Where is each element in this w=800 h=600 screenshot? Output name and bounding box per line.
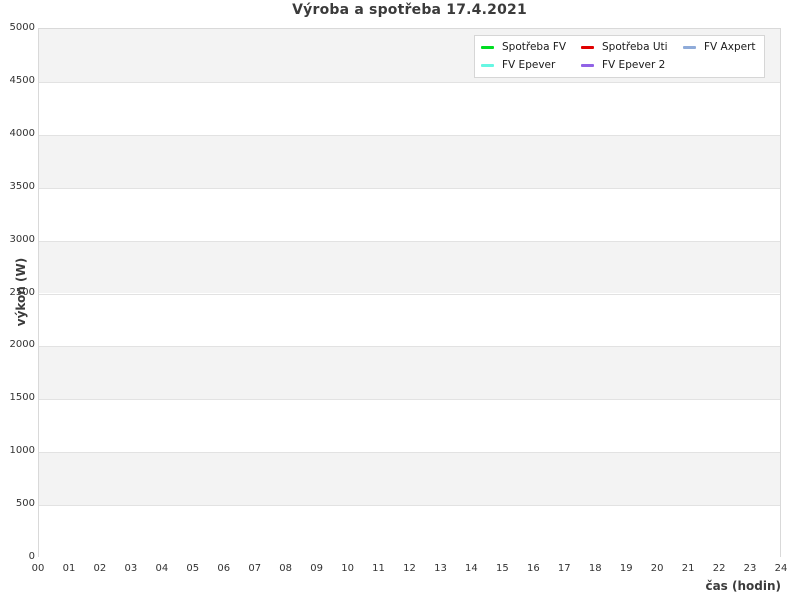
x-tick-label: 00 — [31, 563, 45, 574]
x-axis-ticks: 00 01 02 03 04 05 06 07 08 09 10 11 12 13 14 15 16 17 18 19… — [32, 557, 788, 577]
legend-label: FV Epever 2 — [602, 59, 666, 71]
x-tick-label: 20 — [650, 563, 664, 574]
x-tick-label: 22 — [712, 563, 726, 574]
x-tick-label: 23 — [743, 563, 757, 574]
grid-band — [39, 134, 780, 188]
grid-band — [39, 452, 780, 506]
x-tick-label: 04 — [155, 563, 169, 574]
legend-swatch — [481, 46, 494, 49]
x-tick-label: 03 — [124, 563, 138, 574]
x-tick-label: 01 — [62, 563, 76, 574]
y-tick-label: 500 — [15, 498, 35, 510]
x-tick-label: 24 — [774, 563, 788, 574]
y-tick-label: 2000 — [9, 339, 35, 351]
y-tick-label: 0 — [28, 551, 35, 562]
x-tick-label: 18 — [588, 563, 602, 574]
gridline — [39, 81, 780, 83]
x-tick-label: 13 — [434, 563, 447, 574]
legend-swatch — [581, 46, 594, 49]
x-tick-label: 14 — [465, 563, 478, 574]
grid-band — [39, 187, 780, 241]
chart-title: Výroba a spotřeba 17.4.2021 — [292, 2, 527, 18]
grid-band — [39, 81, 780, 135]
x-tick-label: 17 — [557, 563, 571, 574]
gridline — [39, 293, 780, 295]
x-tick-label: 06 — [217, 563, 231, 574]
y-tick-label: 1000 — [9, 445, 35, 457]
legend: Spotřeba FV Spotřeba Uti FV Axpert FV Epeve… — [474, 35, 765, 78]
legend-item: Spotřeba Uti — [581, 41, 683, 54]
grid-band — [39, 505, 780, 558]
x-axis-label: čas (hodin) — [705, 579, 781, 593]
legend-swatch — [581, 64, 594, 67]
grid-band — [39, 293, 780, 347]
x-tick-label: 10 — [341, 563, 354, 574]
grid-band — [39, 346, 780, 400]
x-tick-label: 09 — [310, 563, 323, 574]
legend-item: Spotřeba FV — [481, 41, 581, 54]
legend-label: FV Epever — [502, 59, 556, 71]
y-tick-label: 4000 — [9, 127, 35, 139]
grid-band — [39, 399, 780, 453]
plot-area — [38, 28, 781, 558]
x-tick-label: 16 — [526, 563, 540, 574]
gridline — [39, 187, 780, 189]
gridline — [39, 399, 780, 401]
legend-label: FV Axpert — [704, 41, 756, 53]
legend-swatch — [683, 46, 696, 49]
y-tick-label: 3500 — [9, 180, 35, 192]
y-tick-label: 4500 — [9, 74, 35, 86]
y-axis-label: výkon (W) — [14, 257, 28, 327]
x-tick-label: 05 — [186, 563, 200, 574]
gridline — [39, 134, 780, 136]
gridline — [39, 505, 780, 507]
x-tick-label: 11 — [372, 563, 385, 574]
legend-swatch — [481, 64, 494, 67]
y-axis-ticks: 0 500 1000 1500 2000 2500 3000 3500 4000 4500 5000 — [0, 22, 35, 562]
gridline — [39, 452, 780, 454]
grid-band — [39, 240, 780, 294]
x-tick-label: 02 — [93, 563, 107, 574]
legend-item: FV Axpert — [683, 41, 756, 54]
gridline — [39, 346, 780, 348]
x-tick-label: 19 — [619, 563, 633, 574]
x-tick-label: 07 — [248, 563, 262, 574]
y-tick-label: 3000 — [9, 233, 35, 245]
y-tick-label: 2500 — [9, 286, 35, 298]
legend-label: Spotřeba FV — [502, 41, 567, 53]
legend-item: FV Epever — [481, 59, 581, 72]
x-tick-label: 12 — [403, 563, 416, 574]
y-tick-label: 1500 — [9, 392, 35, 404]
x-tick-label: 21 — [681, 563, 695, 574]
legend-label: Spotřeba Uti — [602, 41, 668, 53]
legend-item: FV Epever 2 — [581, 59, 683, 72]
gridline — [39, 240, 780, 242]
y-tick-label: 5000 — [9, 22, 35, 33]
x-tick-label: 15 — [496, 563, 509, 574]
x-tick-label: 08 — [279, 563, 293, 574]
